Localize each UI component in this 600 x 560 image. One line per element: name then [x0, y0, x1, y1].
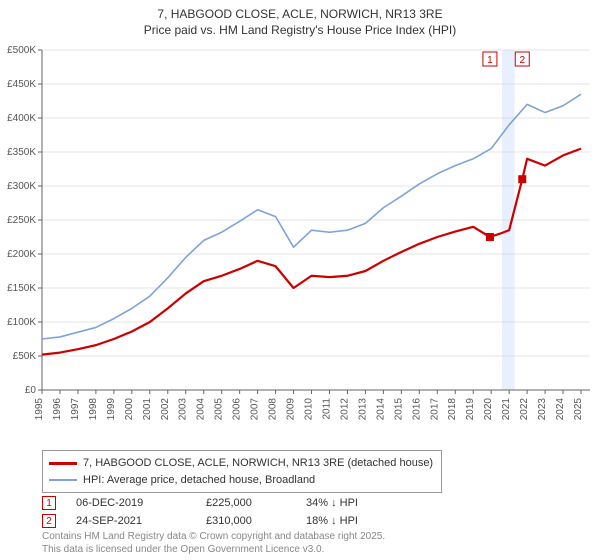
svg-text:2011: 2011	[321, 398, 332, 420]
legend: 7, HABGOOD CLOSE, ACLE, NORWICH, NR13 3R…	[42, 450, 442, 493]
svg-text:2012: 2012	[339, 398, 350, 421]
svg-text:2025: 2025	[573, 398, 584, 421]
svg-text:£50K: £50K	[13, 351, 37, 362]
svg-text:2023: 2023	[537, 398, 548, 421]
svg-text:1996: 1996	[52, 398, 63, 421]
sale-row: 2 24-SEP-2021 £310,000 18% ↓ HPI	[42, 512, 406, 530]
svg-text:2001: 2001	[142, 398, 153, 421]
svg-text:2010: 2010	[304, 398, 315, 421]
svg-text:2015: 2015	[393, 398, 404, 421]
svg-text:2000: 2000	[124, 398, 135, 421]
sale-price: £225,000	[206, 497, 286, 509]
svg-text:2005: 2005	[214, 398, 225, 421]
svg-text:1995: 1995	[34, 398, 45, 421]
svg-text:2017: 2017	[429, 398, 440, 421]
svg-text:2: 2	[519, 55, 525, 66]
svg-text:£400K: £400K	[7, 113, 36, 124]
price-chart: £0 £50K £100K £150K £200K £250K £300K £350K £400…	[0, 44, 600, 444]
svg-text:£250K: £250K	[7, 215, 36, 226]
svg-text:1998: 1998	[88, 398, 99, 421]
footnote-line-2: This data is licensed under the Open Gov…	[42, 544, 385, 557]
svg-text:2013: 2013	[357, 398, 368, 421]
svg-text:£0: £0	[25, 385, 37, 396]
svg-text:2022: 2022	[519, 398, 530, 421]
sale-diff: 18% ↓ HPI	[306, 515, 406, 527]
legend-label-hpi: HPI: Average price, detached house, Broa…	[83, 472, 315, 489]
chart-title: 7, HABGOOD CLOSE, ACLE, NORWICH, NR13 3R…	[0, 0, 600, 38]
svg-text:£350K: £350K	[7, 147, 36, 158]
svg-text:£100K: £100K	[7, 317, 36, 328]
svg-text:2006: 2006	[232, 398, 243, 421]
sale-date: 24-SEP-2021	[76, 515, 186, 527]
svg-text:£500K: £500K	[7, 45, 36, 56]
sale-diff: 34% ↓ HPI	[306, 497, 406, 509]
title-line-2: Price paid vs. HM Land Registry's House …	[0, 22, 600, 38]
title-line-1: 7, HABGOOD CLOSE, ACLE, NORWICH, NR13 3R…	[0, 6, 600, 22]
legend-swatch-subject	[49, 462, 77, 465]
svg-text:£150K: £150K	[7, 283, 36, 294]
svg-text:2014: 2014	[375, 398, 386, 421]
sale-price: £310,000	[206, 515, 286, 527]
sale-row: 1 06-DEC-2019 £225,000 34% ↓ HPI	[42, 494, 406, 512]
svg-text:2021: 2021	[501, 398, 512, 421]
svg-text:2004: 2004	[196, 398, 207, 421]
svg-text:2018: 2018	[447, 398, 458, 421]
legend-label-subject: 7, HABGOOD CLOSE, ACLE, NORWICH, NR13 3R…	[83, 455, 433, 472]
sale-marker-icon: 2	[42, 514, 56, 528]
svg-text:1999: 1999	[106, 398, 117, 421]
sale-date: 06-DEC-2019	[76, 497, 186, 509]
footnote-line-1: Contains HM Land Registry data © Crown c…	[42, 531, 385, 544]
svg-text:2003: 2003	[178, 398, 189, 421]
svg-text:2024: 2024	[555, 398, 566, 421]
svg-text:1997: 1997	[70, 398, 81, 421]
svg-text:1: 1	[487, 55, 493, 66]
svg-text:2020: 2020	[483, 398, 494, 421]
svg-text:£200K: £200K	[7, 249, 36, 260]
svg-text:£300K: £300K	[7, 181, 36, 192]
sales-table: 1 06-DEC-2019 £225,000 34% ↓ HPI 2 24-SE…	[42, 494, 406, 530]
svg-text:2016: 2016	[411, 398, 422, 421]
svg-text:£450K: £450K	[7, 79, 36, 90]
footnote: Contains HM Land Registry data © Crown c…	[42, 531, 385, 556]
legend-swatch-hpi	[49, 479, 77, 481]
svg-text:2009: 2009	[286, 398, 297, 421]
sale-marker-icon: 1	[42, 496, 56, 510]
svg-text:2008: 2008	[268, 398, 279, 421]
svg-text:2007: 2007	[250, 398, 261, 421]
svg-text:2002: 2002	[160, 398, 171, 421]
svg-text:2019: 2019	[465, 398, 476, 421]
